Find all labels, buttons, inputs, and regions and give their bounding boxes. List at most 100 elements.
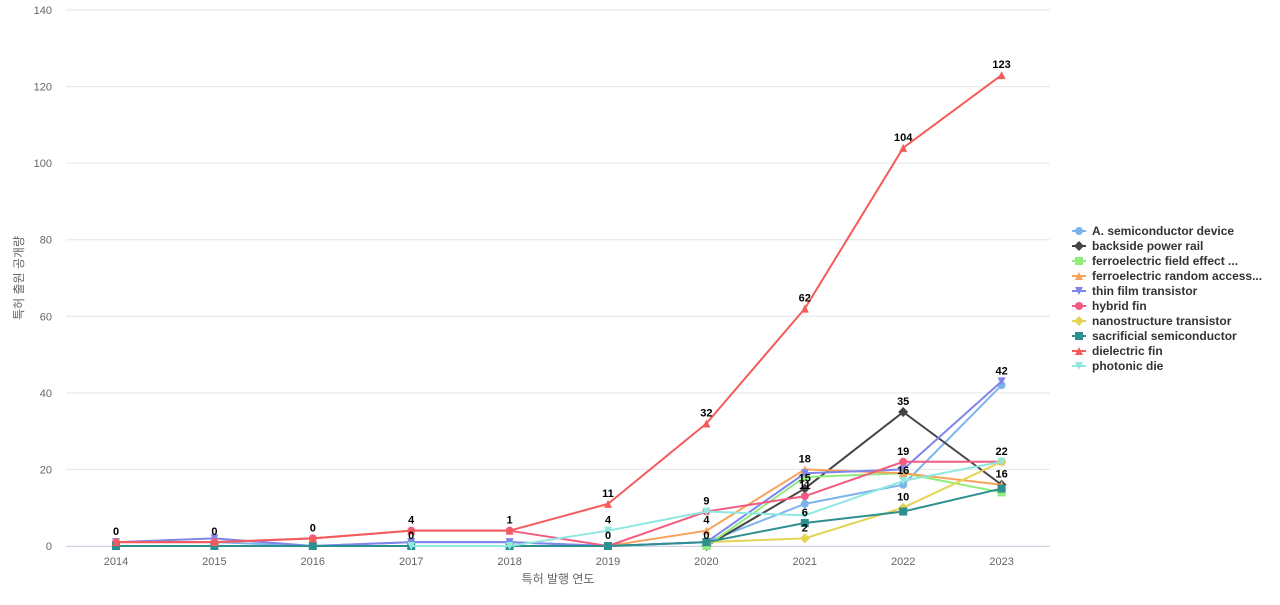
legend-item[interactable]: dielectric fin: [1072, 344, 1163, 358]
data-point[interactable]: [898, 407, 909, 417]
series-line[interactable]: [115, 380, 1003, 547]
series-0: [112, 381, 1006, 550]
data-point[interactable]: [112, 538, 120, 547]
series-line[interactable]: [115, 460, 1003, 547]
data-point[interactable]: [997, 457, 1006, 466]
data-label: 1: [507, 515, 513, 527]
legend-marker-icon: [1075, 332, 1083, 340]
x-tick-label: 2019: [596, 556, 620, 568]
data-point[interactable]: [800, 492, 809, 501]
data-point[interactable]: [604, 542, 612, 550]
legend-label: hybrid fin: [1092, 299, 1147, 313]
series-4: [112, 377, 1006, 550]
y-axis-title: 특허 출원 공개량: [12, 236, 26, 320]
data-point[interactable]: [702, 538, 711, 547]
data-point[interactable]: [702, 507, 711, 516]
data-label: 4: [605, 515, 612, 527]
legend-marker-icon: [1075, 287, 1083, 295]
legend-label: A. semiconductor device: [1092, 224, 1234, 238]
grid-lines: [66, 9, 1050, 547]
legend-label: thin film transistor: [1092, 284, 1198, 298]
data-label: 0: [605, 530, 611, 542]
data-point[interactable]: [702, 419, 711, 428]
data-point[interactable]: [800, 469, 809, 478]
legend-marker-icon: [1074, 241, 1084, 251]
legend-item[interactable]: nanostructure transistor: [1072, 314, 1232, 328]
data-point[interactable]: [407, 526, 416, 535]
series-line[interactable]: [705, 472, 1003, 547]
series-8: [112, 71, 1006, 547]
legend-item[interactable]: thin film transistor: [1072, 284, 1198, 298]
data-point[interactable]: [997, 484, 1006, 493]
data-label: 9: [703, 496, 709, 508]
legend-marker-icon: [1075, 272, 1083, 280]
y-tick-label: 120: [34, 82, 52, 94]
data-point[interactable]: [308, 542, 317, 550]
legend-item[interactable]: ferroelectric random access...: [1072, 269, 1262, 283]
data-point[interactable]: [505, 526, 514, 535]
data-label: 0: [408, 530, 414, 542]
series-line[interactable]: [705, 411, 1003, 547]
data-point[interactable]: [702, 526, 711, 535]
data-point[interactable]: [407, 542, 416, 550]
data-point[interactable]: [899, 476, 908, 485]
legend-item[interactable]: backside power rail: [1072, 239, 1203, 253]
data-point[interactable]: [997, 71, 1006, 80]
series-line[interactable]: [115, 487, 1003, 547]
data-label: 6: [802, 507, 808, 519]
legend-marker-icon: [1075, 257, 1083, 265]
y-tick-label: 140: [34, 5, 52, 17]
series-line[interactable]: [705, 460, 1003, 544]
data-label: 42: [995, 365, 1007, 377]
data-point[interactable]: [505, 542, 514, 550]
data-label: 2: [802, 522, 808, 534]
data-point[interactable]: [210, 538, 219, 547]
legend-marker-icon: [1075, 227, 1083, 235]
data-point[interactable]: [604, 499, 612, 508]
legend-item[interactable]: hybrid fin: [1072, 299, 1147, 313]
legend-label: dielectric fin: [1092, 344, 1163, 358]
data-label: 32: [700, 407, 712, 419]
series-line[interactable]: [115, 74, 1003, 544]
series-lines: [112, 71, 1007, 551]
y-tick-label: 80: [40, 235, 52, 247]
data-point[interactable]: [799, 533, 810, 544]
x-tick-label: 2018: [497, 556, 521, 568]
legend-label: ferroelectric random access...: [1092, 269, 1262, 283]
data-point[interactable]: [899, 457, 908, 466]
data-label: 0: [113, 526, 119, 538]
x-tick-label: 2017: [399, 556, 423, 568]
legend-item[interactable]: ferroelectric field effect ...: [1072, 254, 1238, 268]
legend-item[interactable]: sacrificial semiconductor: [1072, 329, 1237, 343]
data-point[interactable]: [604, 526, 612, 535]
x-axis-title: 특허 발행 연도: [522, 571, 595, 586]
legend-label: ferroelectric field effect ...: [1092, 254, 1238, 268]
data-point[interactable]: [800, 304, 809, 313]
legend-item[interactable]: A. semiconductor device: [1072, 224, 1234, 238]
data-point[interactable]: [899, 143, 908, 152]
legend-item[interactable]: photonic die: [1072, 359, 1164, 373]
data-label: 15: [799, 473, 811, 485]
legend-marker-icon: [1075, 347, 1083, 355]
series-line[interactable]: [115, 384, 1003, 547]
data-label: 10: [897, 492, 909, 504]
data-point[interactable]: [799, 483, 810, 494]
x-tick-label: 2023: [989, 556, 1013, 568]
data-point[interactable]: [800, 511, 809, 520]
data-point[interactable]: [308, 534, 317, 543]
data-label: 4: [408, 515, 415, 527]
data-label: 4: [703, 515, 710, 527]
legend-label: photonic die: [1092, 359, 1164, 373]
data-point[interactable]: [800, 499, 809, 508]
legend-label: nanostructure transistor: [1092, 314, 1232, 328]
data-label: 35: [897, 396, 909, 408]
data-point[interactable]: [899, 465, 908, 474]
legend-marker-icon: [1074, 316, 1084, 326]
data-point[interactable]: [800, 519, 809, 528]
data-label: 11: [799, 480, 811, 492]
data-label: 16: [897, 465, 909, 477]
data-point[interactable]: [997, 377, 1006, 386]
data-point[interactable]: [899, 507, 908, 516]
